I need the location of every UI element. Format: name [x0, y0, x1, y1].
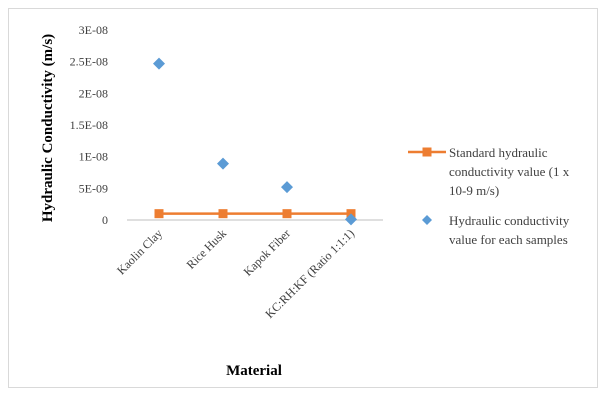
legend: Standard hydraulic conductivity value (1 …: [408, 145, 570, 247]
sample-point: [281, 181, 293, 194]
sample-point: [217, 157, 229, 170]
standard-point: [282, 209, 292, 219]
legend-diamond-marker: [422, 215, 432, 225]
y-tick-label: 3E-08: [79, 23, 108, 37]
y-tick-label: 2.5E-08: [70, 55, 108, 69]
legend-label-line: value for each samples: [449, 232, 568, 247]
chart-frame: [8, 8, 598, 388]
legend-label-line: Standard hydraulic: [449, 145, 548, 160]
x-tick-label: Kapok Fiber: [241, 226, 294, 279]
y-tick-label: 1E-08: [79, 150, 108, 164]
y-axis-title: Hydraulic Conductivity (m/s): [40, 34, 56, 222]
sample-point: [345, 213, 357, 226]
x-tick-label: Rice Husk: [184, 226, 229, 271]
y-tick-label: 0: [102, 213, 108, 227]
legend-label-line: 10-9 m/s): [449, 183, 499, 198]
y-tick-label: 1.5E-08: [70, 118, 108, 132]
y-tick-label: 2E-08: [79, 86, 108, 100]
legend-square-marker: [422, 147, 432, 157]
standard-point: [218, 209, 228, 219]
standard-point: [154, 209, 164, 219]
x-axis-title: Material: [226, 363, 282, 379]
x-tick-label: Kaolin Clay: [114, 226, 165, 277]
legend-label-line: Hydraulic conductivity: [449, 213, 570, 228]
legend-label-line: conductivity value (1 x: [449, 164, 570, 179]
plot-area: 0 5E-09 1E-08 1.5E-08 2E-08 2.5E-08 3E-08 Kaoli…: [70, 23, 383, 321]
y-tick-label: 5E-09: [79, 181, 108, 195]
sample-point: [153, 57, 165, 70]
